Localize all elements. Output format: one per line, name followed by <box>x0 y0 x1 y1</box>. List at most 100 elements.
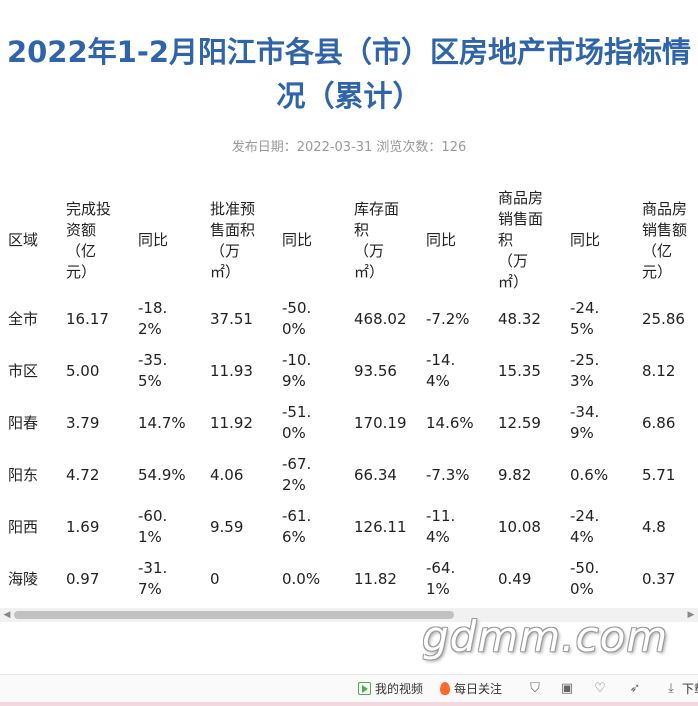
value-cell: -31. 7% <box>130 553 202 605</box>
cell-text-line: 0.6% <box>570 465 609 484</box>
cell-text-line: -10. <box>282 351 312 369</box>
value-cell: 16.17 <box>58 293 130 345</box>
header-text-line: 同比 <box>570 231 601 249</box>
site-watermark: gdmm.com <box>422 612 669 661</box>
value-cell: 1.69 <box>58 501 130 553</box>
header-text-line: 商品房 <box>642 199 688 218</box>
region-cell: 阳东 <box>0 449 58 501</box>
header-text-line: 元） <box>66 262 97 281</box>
cell-text-line: 4.8 <box>642 517 666 536</box>
header-text-line: 积 <box>354 220 370 239</box>
value-cell: -24. 5% <box>562 293 634 345</box>
cell-text-line: 0 <box>210 569 220 588</box>
table-row: 市区 5.00 -35. 5% 11.93 -10. 9% 93.56 -14. 4% 15.35-… <box>0 345 698 397</box>
value-cell: -64. 1% <box>418 553 490 605</box>
market-indicators-table: 区域 完成投 资额 （亿 元） 同比 批准预 售面积 （万 ㎡） 同比 库存面积（万 ㎡） 同比 商品房 销售… <box>0 188 698 605</box>
table-row: 阳春 3.79 14.7% 11.92 -51. 0% 170.19 14.6% 12.59 -3… <box>0 397 698 449</box>
download-button[interactable]: ⤓ 下载 <box>664 680 698 697</box>
cell-text-line: 14.6% <box>426 413 474 432</box>
value-cell: -24. 4% <box>562 501 634 553</box>
header-text-line: ㎡） <box>498 273 529 291</box>
my-video-button[interactable]: 我的视频 <box>358 680 423 697</box>
cell-text-line: 9.59 <box>210 517 244 536</box>
value-cell: -50. 0% <box>274 293 346 345</box>
cell-text-line: -50. <box>570 559 600 577</box>
header-text-line: 完成投 <box>66 199 112 218</box>
cell-text-line: 11.93 <box>210 361 253 380</box>
column-header: 批准预 售面积 （万 ㎡） <box>202 188 274 293</box>
header-text-line: 资额 <box>66 220 97 239</box>
value-cell: 0.49 <box>490 553 562 605</box>
cell-text-line: 37.51 <box>210 309 253 328</box>
value-cell: -10. 9% <box>274 345 346 397</box>
value-cell: 5.71 <box>634 449 698 501</box>
scroll-thumb[interactable] <box>14 611 454 619</box>
bottom-accent-strip <box>0 702 698 706</box>
my-video-label: 我的视频 <box>375 682 424 696</box>
header-text-line: 售面积 <box>210 220 256 239</box>
header-text-line: ㎡） <box>210 262 241 281</box>
cell-text-line: 4% <box>426 372 450 390</box>
cell-text-line: 48.32 <box>498 309 541 328</box>
cell-text-line: 1% <box>426 580 450 598</box>
scroll-left-arrow-icon[interactable]: ◀ <box>3 610 11 620</box>
cell-text-line: -67. <box>282 455 312 473</box>
value-cell: 0 <box>202 553 274 605</box>
heart-pulse-icon[interactable]: ♡ <box>594 681 606 696</box>
cell-text-line: 0% <box>282 424 306 442</box>
cell-text-line: 4% <box>570 528 594 546</box>
value-cell: 4.06 <box>202 449 274 501</box>
cell-text-line: 1% <box>138 528 162 546</box>
cell-text-line: 4.06 <box>210 465 244 484</box>
column-header: 完成投资额 （亿元） <box>58 188 130 293</box>
cell-text-line: 5.71 <box>642 465 676 484</box>
cell-text-line: 2% <box>282 476 306 494</box>
cell-text-line: 0% <box>570 580 594 598</box>
cell-text-line: 15.35 <box>498 361 541 380</box>
cell-text-line: -64. <box>426 559 456 577</box>
value-cell: 14.6% <box>418 397 490 449</box>
header-text-line: （万 <box>354 241 385 260</box>
cell-text-line: 2% <box>138 320 162 338</box>
value-cell: -51. 0% <box>274 397 346 449</box>
cell-text-line: 0.49 <box>498 569 532 588</box>
header-text-line: 批准预 <box>210 199 256 218</box>
value-cell: 6.86 <box>634 397 698 449</box>
cell-text-line: 市区 <box>8 361 39 380</box>
cell-text-line: 9% <box>570 424 594 442</box>
header-text-line: 元） <box>642 262 673 281</box>
download-label: 下载 <box>682 682 698 696</box>
value-cell: 170.19 <box>346 397 418 449</box>
header-text-line: （亿 <box>642 241 673 260</box>
image-icon[interactable]: ▣ <box>560 681 574 696</box>
daily-focus-button[interactable]: 每日关注 <box>440 680 502 697</box>
value-cell: 9.82 <box>490 449 562 501</box>
header-text-line: （亿 <box>66 241 97 260</box>
cell-text-line: -31. <box>138 559 168 577</box>
cell-text-line: -50. <box>282 299 312 317</box>
value-cell: -11. 4% <box>418 501 490 553</box>
cell-text-line: 126.11 <box>354 517 407 536</box>
horizontal-scrollbar[interactable]: ◀ ▶ <box>0 608 698 622</box>
value-cell: 14.7% <box>130 397 202 449</box>
cell-text-line: 66.34 <box>354 465 397 484</box>
cell-text-line: -7.2% <box>426 309 470 328</box>
cell-text-line: 0.97 <box>66 569 100 588</box>
fire-icon <box>440 682 450 695</box>
header-text-line: 销售额 <box>642 220 688 239</box>
play-icon <box>358 682 371 695</box>
value-cell: 10.08 <box>490 501 562 553</box>
column-header: 商品房 销售面积 （万 ㎡） <box>490 188 562 293</box>
cell-text-line: 阳东 <box>8 465 39 484</box>
cell-text-line: -24. <box>570 299 600 317</box>
cell-text-line: 468.02 <box>354 309 407 328</box>
data-table-container[interactable]: 区域 完成投 资额 （亿 元） 同比 批准预 售面积 （万 ㎡） 同比 库存面积（万 ㎡） 同比 商品房 销售… <box>0 188 698 608</box>
cell-text-line: 14.7% <box>138 413 186 432</box>
shield-icon[interactable]: ⛉ <box>530 681 540 696</box>
rocket-icon[interactable]: ➶ <box>629 681 641 696</box>
cell-text-line: 12.59 <box>498 413 541 432</box>
cell-text-line: 海陵 <box>8 569 39 588</box>
value-cell: 93.56 <box>346 345 418 397</box>
cell-text-line: -18. <box>138 299 168 317</box>
scroll-right-arrow-icon[interactable]: ▶ <box>687 610 695 620</box>
